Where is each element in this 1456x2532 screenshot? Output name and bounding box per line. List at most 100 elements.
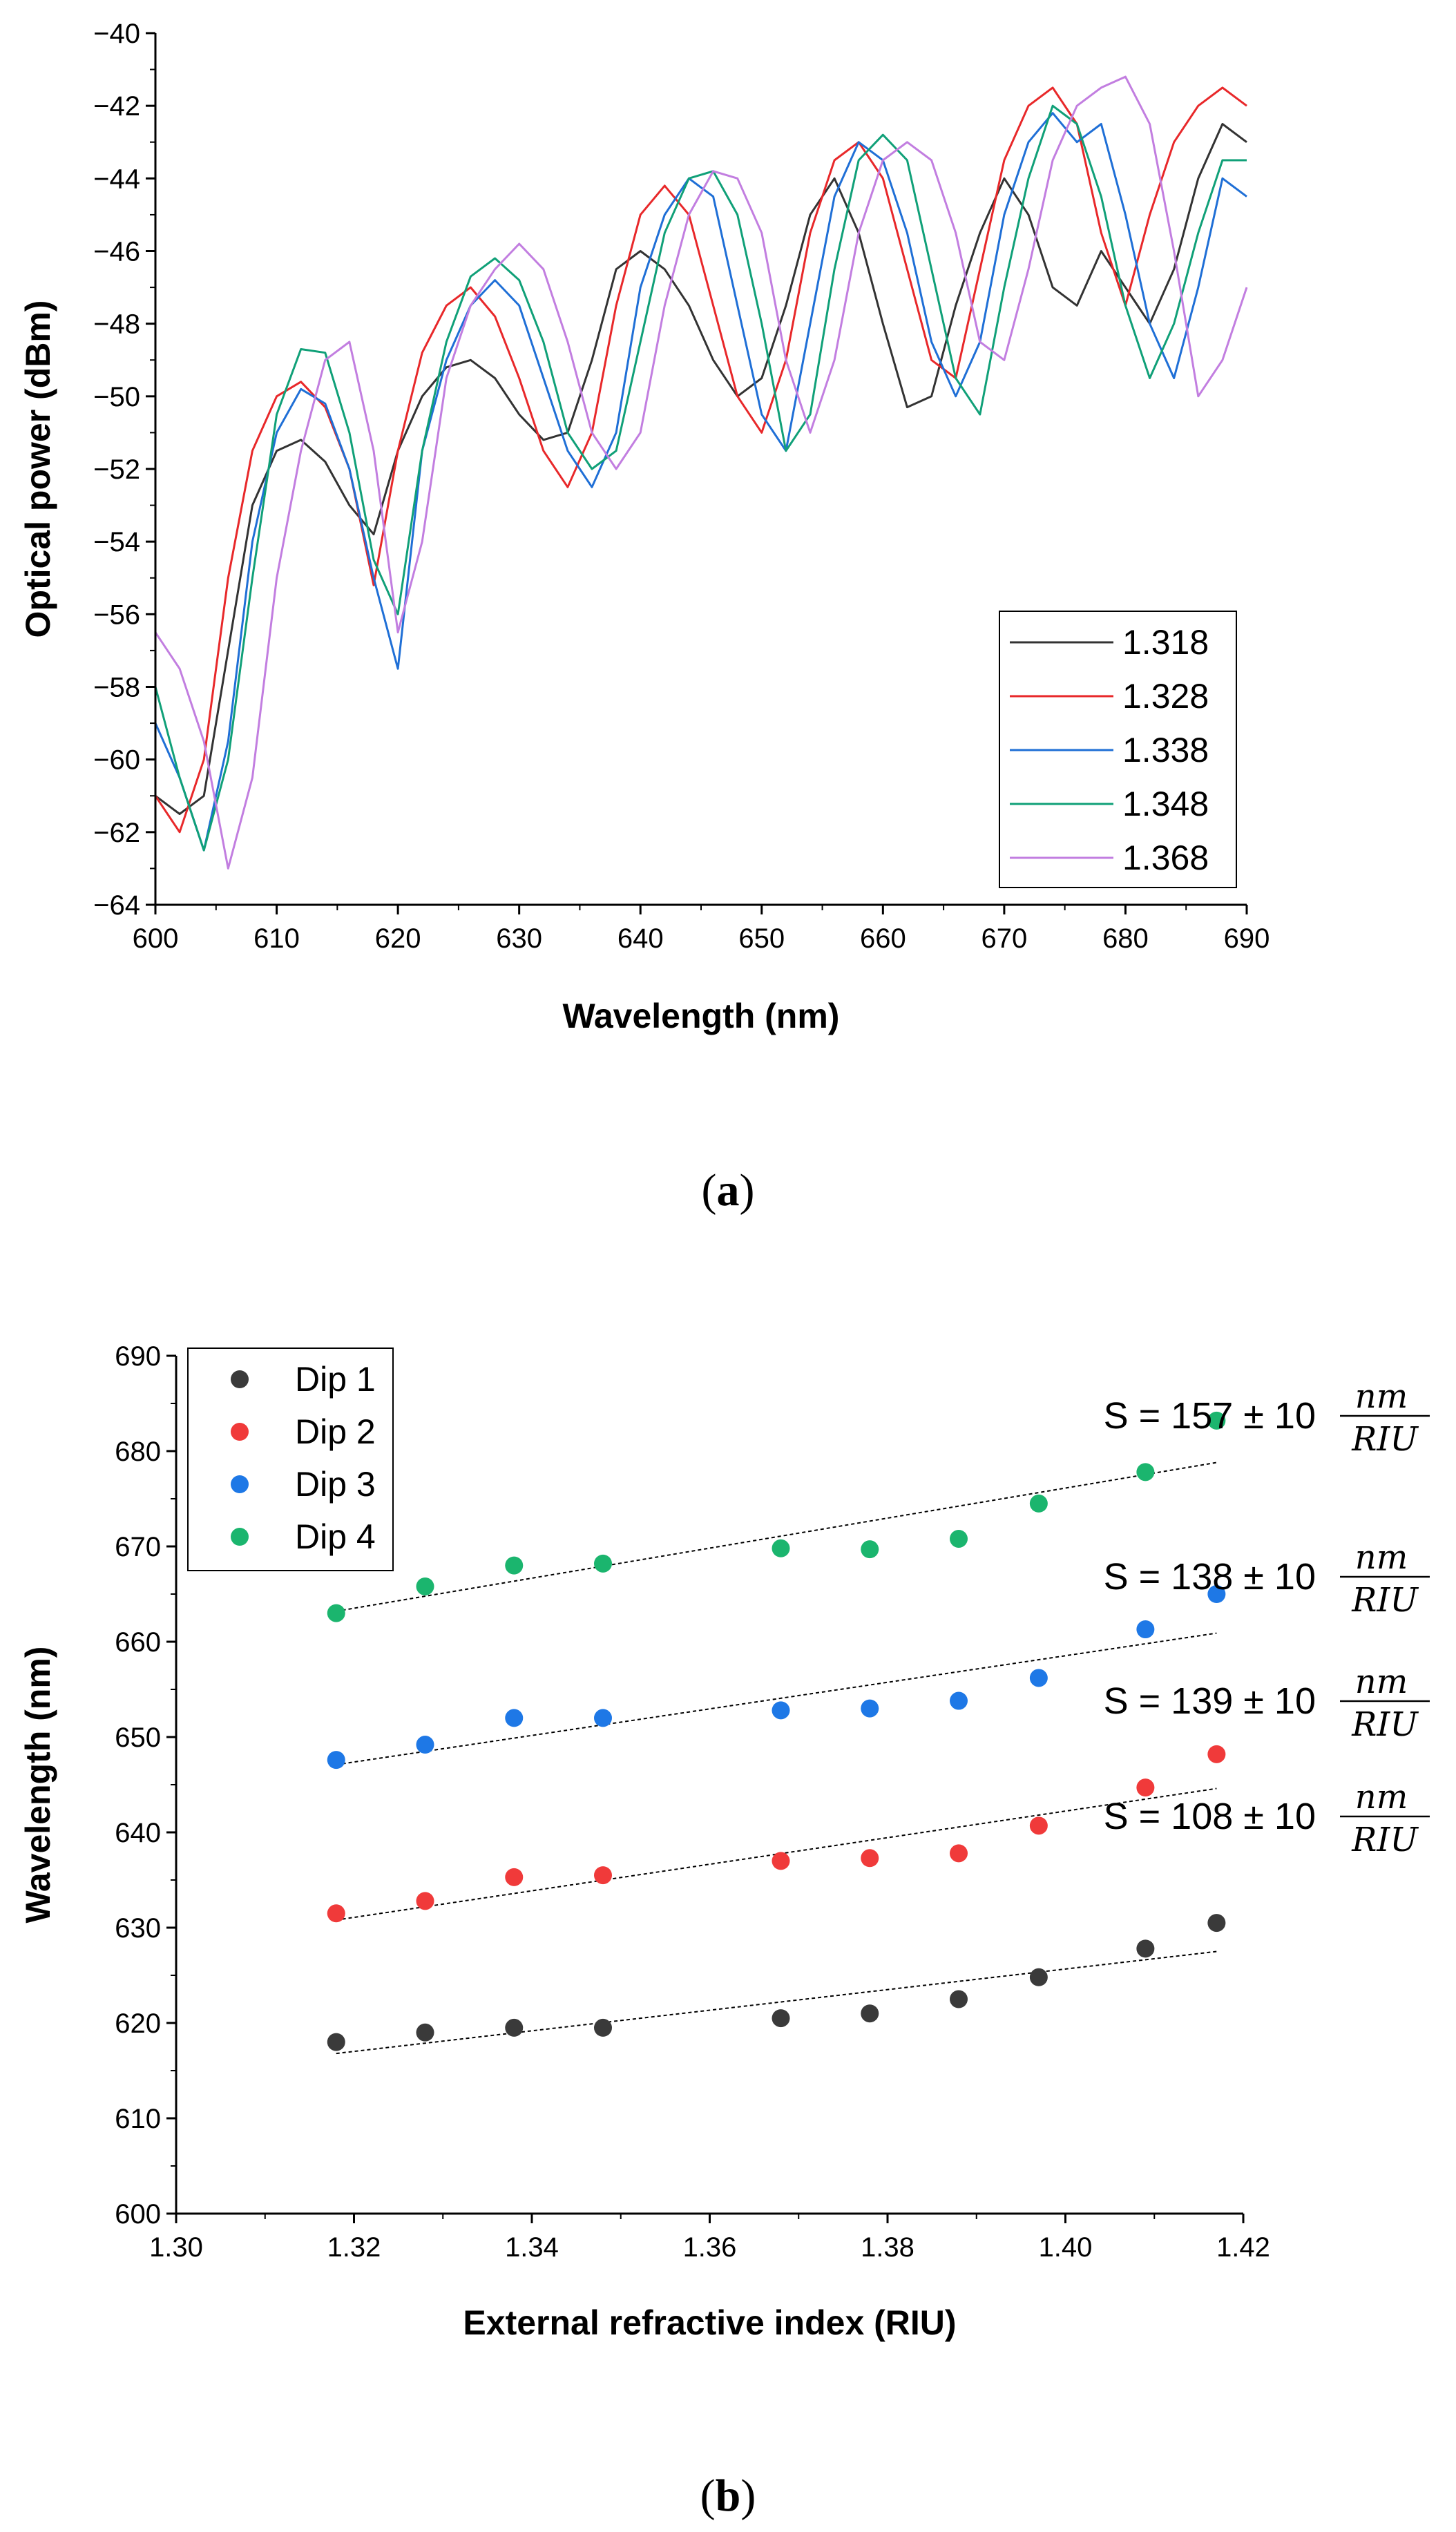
data-point-dip-2 bbox=[416, 1892, 434, 1910]
data-point-dip-4 bbox=[505, 1556, 524, 1575]
data-point-dip-4 bbox=[1207, 1411, 1226, 1430]
sensitivity-unit-numerator: nm bbox=[1355, 1538, 1408, 1577]
legend-label-dip-3: Dip 3 bbox=[295, 1465, 376, 1504]
sensitivity-annotation-dip-2: S = 139 ± 10 bbox=[1104, 1680, 1316, 1722]
x-tick-label: 690 bbox=[1224, 923, 1270, 954]
x-tick-label: 660 bbox=[860, 923, 906, 954]
data-point-dip-3 bbox=[1207, 1585, 1226, 1603]
legend-marker-dip-3 bbox=[231, 1475, 249, 1493]
chart-a-spectra: −40−42−44−46−48−50−52−54−56−58−60−62−646… bbox=[19, 19, 1270, 1035]
legend-label-4: 1.348 bbox=[1122, 785, 1209, 823]
data-point-dip-3 bbox=[772, 1701, 790, 1720]
y-tick-label: −64 bbox=[93, 890, 140, 921]
sensitivity-unit-numerator: nm bbox=[1355, 1778, 1408, 1816]
x-tick-label: 1.32 bbox=[327, 2232, 381, 2263]
data-point-dip-1 bbox=[1029, 1968, 1048, 1986]
x-tick-label: 670 bbox=[981, 923, 1028, 954]
sensitivity-annotation-dip-4: S = 157 ± 10 bbox=[1104, 1395, 1316, 1437]
data-point-dip-1 bbox=[327, 2033, 345, 2051]
data-point-dip-3 bbox=[950, 1691, 968, 1710]
x-tick-label: 1.36 bbox=[683, 2232, 737, 2263]
caption-a: (a) bbox=[702, 1165, 755, 1216]
x-tick-label: 1.34 bbox=[505, 2232, 559, 2263]
data-point-dip-4 bbox=[1136, 1463, 1155, 1481]
y-tick-label: −58 bbox=[93, 673, 140, 703]
x-tick-label: 680 bbox=[1102, 923, 1149, 954]
legend-label-2: 1.328 bbox=[1122, 677, 1209, 716]
data-point-dip-3 bbox=[1136, 1620, 1155, 1639]
data-point-dip-3 bbox=[861, 1699, 879, 1718]
y-tick-label: −56 bbox=[93, 600, 140, 630]
data-point-dip-4 bbox=[594, 1554, 612, 1573]
y-tick-label: 660 bbox=[115, 1627, 161, 1658]
data-point-dip-4 bbox=[327, 1604, 345, 1622]
x-tick-label: 1.42 bbox=[1216, 2232, 1270, 2263]
x-tick-label: 1.38 bbox=[861, 2232, 914, 2263]
y-tick-label: −62 bbox=[93, 818, 140, 848]
legend-marker-dip-4 bbox=[231, 1528, 249, 1546]
data-point-dip-2 bbox=[1136, 1778, 1155, 1797]
data-point-dip-1 bbox=[1207, 1914, 1226, 1932]
data-point-dip-2 bbox=[594, 1866, 612, 1885]
legend-label-dip-4: Dip 4 bbox=[295, 1517, 376, 1556]
data-point-dip-2 bbox=[772, 1852, 790, 1870]
y-tick-label: −50 bbox=[93, 382, 140, 412]
data-point-dip-2 bbox=[861, 1849, 879, 1868]
y-axis-title: Wavelength (nm) bbox=[19, 1647, 57, 1924]
y-tick-label: 680 bbox=[115, 1437, 161, 1467]
fit-line-dip-1 bbox=[336, 1950, 1217, 2055]
chart-b-dip-shift: 600 610 620 630 640 650 660 670 680 690 1.30 1.32 1.… bbox=[19, 1341, 1430, 2342]
y-tick-label: 670 bbox=[115, 1532, 161, 1562]
x-tick-label: 650 bbox=[738, 923, 785, 954]
fit-line-dip-3 bbox=[336, 1632, 1217, 1766]
data-point-dip-1 bbox=[950, 1990, 968, 2008]
y-tick-label: 620 bbox=[115, 2008, 161, 2039]
data-point-dip-3 bbox=[1029, 1669, 1048, 1687]
y-tick-label: −40 bbox=[93, 19, 140, 49]
data-point-dip-2 bbox=[327, 1904, 345, 1923]
sensitivity-unit-numerator: nm bbox=[1355, 1377, 1408, 1416]
x-axis-title: External refractive index (RIU) bbox=[463, 2303, 956, 2342]
data-point-dip-1 bbox=[1136, 1939, 1155, 1958]
data-point-dip-1 bbox=[772, 2009, 790, 2028]
data-point-dip-1 bbox=[505, 2018, 524, 2037]
legend-label-dip-2: Dip 2 bbox=[295, 1412, 376, 1451]
x-tick-label: 600 bbox=[133, 923, 179, 954]
data-point-dip-3 bbox=[505, 1709, 524, 1727]
y-tick-label: 600 bbox=[115, 2199, 161, 2229]
y-tick-label: −48 bbox=[93, 309, 140, 340]
y-tick-label: −54 bbox=[93, 527, 140, 557]
y-tick-label: −52 bbox=[93, 454, 140, 485]
legend-label-dip-1: Dip 1 bbox=[295, 1360, 376, 1399]
data-point-dip-4 bbox=[1029, 1494, 1048, 1513]
legend-marker-dip-2 bbox=[231, 1423, 249, 1441]
x-axis-title: Wavelength (nm) bbox=[563, 997, 840, 1035]
series-line-5 bbox=[154, 75, 1248, 870]
x-tick-label: 640 bbox=[617, 923, 664, 954]
sensitivity-annotation-dip-3: S = 138 ± 10 bbox=[1104, 1556, 1316, 1598]
fit-line-dip-2 bbox=[336, 1787, 1217, 1921]
caption-b: (b) bbox=[700, 2471, 756, 2521]
legend-label-3: 1.338 bbox=[1122, 731, 1209, 769]
y-tick-label: 640 bbox=[115, 1818, 161, 1848]
y-tick-label: −60 bbox=[93, 745, 140, 776]
legend-box bbox=[187, 1347, 394, 1571]
data-point-dip-3 bbox=[416, 1736, 434, 1754]
x-tick-label: 610 bbox=[253, 923, 300, 954]
y-tick-label: −44 bbox=[93, 164, 140, 194]
data-point-dip-2 bbox=[1029, 1816, 1048, 1835]
x-tick-label: 1.30 bbox=[149, 2232, 203, 2263]
y-tick-label: 690 bbox=[115, 1341, 161, 1372]
x-tick-label: 630 bbox=[496, 923, 542, 954]
data-point-dip-3 bbox=[594, 1709, 612, 1727]
y-tick-label: −42 bbox=[93, 91, 140, 122]
data-point-dip-4 bbox=[950, 1529, 968, 1548]
data-point-dip-3 bbox=[327, 1751, 345, 1769]
y-tick-label: 610 bbox=[115, 2104, 161, 2134]
data-point-dip-1 bbox=[861, 2004, 879, 2023]
series-line-3 bbox=[154, 112, 1247, 852]
data-point-dip-2 bbox=[950, 1844, 968, 1863]
sensitivity-unit-denominator: RIU bbox=[1351, 1705, 1419, 1744]
sensitivity-unit-denominator: RIU bbox=[1351, 1821, 1419, 1859]
legend-label-5: 1.368 bbox=[1122, 838, 1209, 877]
